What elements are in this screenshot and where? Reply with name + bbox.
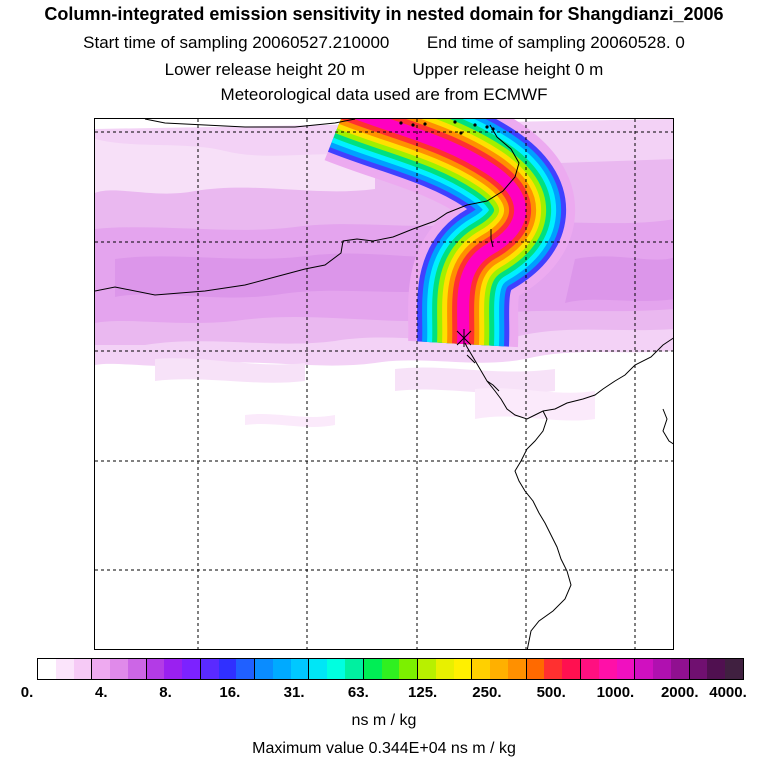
- colorbar-segment: [544, 659, 563, 679]
- colorbar-segment: [689, 659, 708, 679]
- chart-title: Column-integrated emission sensitivity i…: [44, 4, 724, 24]
- sampling-times: Start time of sampling 20060527.210000 E…: [0, 33, 768, 53]
- lat-lon-grid: [95, 119, 673, 649]
- colorbar-segment: [272, 659, 291, 679]
- colorbar-segment: [453, 659, 473, 679]
- start-time-label: Start time of sampling 20060527.210000: [83, 33, 390, 52]
- borders: [95, 119, 673, 649]
- colorbar-segment: [164, 659, 183, 679]
- colorbar-segment: [110, 659, 128, 679]
- colorbar-segment: [435, 659, 454, 679]
- colorbar-segment: [670, 659, 690, 679]
- colorbar-tick-label: 0.: [20, 684, 34, 701]
- colorbar-unit: ns m / kg: [351, 712, 417, 729]
- receptor-star-icon: [456, 329, 472, 347]
- colorbar-segment: [472, 659, 491, 679]
- colorbar-tick-label: 1000.: [596, 684, 635, 701]
- colorbar-tick-label: 4.: [95, 684, 108, 701]
- emission-plume: [324, 119, 575, 348]
- colorbar-segment: [55, 659, 74, 679]
- colorbar-segment: [182, 659, 201, 679]
- map-svg: [95, 119, 673, 649]
- colorbar-tick-label: 8.: [159, 684, 172, 701]
- colorbar-segment: [580, 659, 599, 679]
- colorbar-segment: [309, 659, 328, 679]
- plume-markers: [399, 120, 495, 135]
- colorbar-segment: [653, 659, 671, 679]
- colorbar-segment: [73, 659, 93, 679]
- colorbar-segment: [200, 659, 219, 679]
- colorbar-tick-label: 250.: [472, 684, 502, 701]
- colorbar-tick-label: 2000.: [660, 684, 699, 701]
- colorbar-tick-label: 500.: [536, 684, 566, 701]
- colorbar-segment: [526, 659, 545, 679]
- colorbar-segment: [146, 659, 165, 679]
- colorbar-segment: [327, 659, 346, 679]
- colorbar-segment: [255, 659, 273, 679]
- colorbar-segment: [218, 659, 237, 679]
- colorbar-ticks: 0. 4. 8. 16. 31. 63. 125. 250. 500. 1000. 2000. 400…: [0, 684, 768, 704]
- colorbar-tick-label: 125.: [408, 684, 438, 701]
- colorbar-tick-label: 4000.: [709, 684, 747, 701]
- end-time-label: End time of sampling 20060528. 0: [426, 33, 685, 52]
- colorbar-segment: [38, 659, 56, 679]
- map-panel: [94, 118, 674, 650]
- maximum-value-label: Maximum value 0.344E+04 ns m / kg: [252, 740, 516, 757]
- colorbar-tick-label: 31.: [283, 684, 305, 701]
- colorbar-segment: [345, 659, 364, 679]
- colorbar-segment: [399, 659, 419, 679]
- colorbar-segment: [363, 659, 382, 679]
- colorbar-segment: [635, 659, 654, 679]
- colorbar-segment: [707, 659, 726, 679]
- colorbar-segment: [616, 659, 636, 679]
- colorbar-segment: [507, 659, 527, 679]
- colorbar-segment: [381, 659, 400, 679]
- met-data-label: Meteorological data used are from ECMWF: [220, 85, 548, 104]
- colorbar-segment: [490, 659, 508, 679]
- colorbar-segment: [236, 659, 256, 679]
- release-heights: Lower release height 20 m Upper release …: [0, 60, 768, 80]
- upper-release-height: Upper release height 0 m: [412, 60, 604, 79]
- colorbar-segment: [562, 659, 581, 679]
- colorbar-segment: [598, 659, 617, 679]
- colorbar-segment: [725, 659, 743, 679]
- colorbar-tick-label: 16.: [219, 684, 241, 701]
- colorbar-segment: [92, 659, 111, 679]
- colorbar-tick-label: 63.: [347, 684, 369, 701]
- colorbar-segment: [290, 659, 310, 679]
- lower-release-height: Lower release height 20 m: [164, 60, 365, 79]
- colorbar: [37, 658, 744, 680]
- colorbar-segment: [127, 659, 147, 679]
- colorbar-segment: [418, 659, 436, 679]
